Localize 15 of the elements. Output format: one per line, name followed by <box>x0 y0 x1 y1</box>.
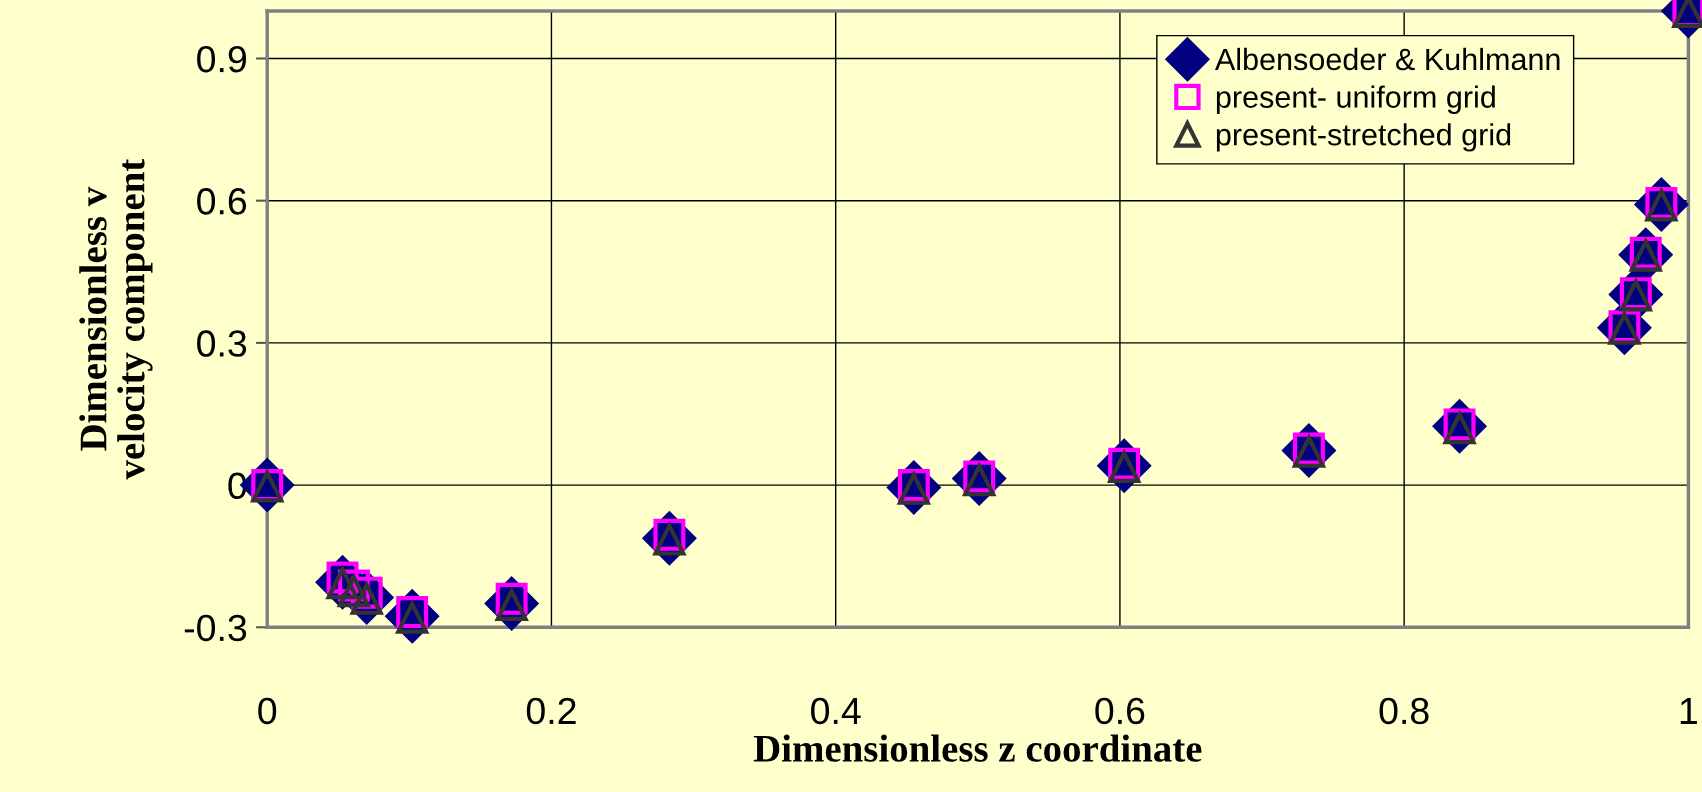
y-axis-title: Dimensionless v velocity component <box>79 158 153 480</box>
x-tick-label: 0.8 <box>1379 697 1429 725</box>
x-axis-title: Dimensionless z coordinate <box>753 734 1202 762</box>
y-tick-label: -0.3 <box>184 614 247 642</box>
x-tick-label: 0 <box>258 697 277 725</box>
x-tick-label: 0.4 <box>811 697 861 725</box>
x-tick-label: 0.2 <box>526 697 576 725</box>
x-tick-label: 1 <box>1680 698 1697 724</box>
legend-label: present- uniform grid <box>1216 85 1495 114</box>
x-tick-label: 0.6 <box>1095 697 1145 725</box>
y-tick-label: 0.3 <box>197 330 247 357</box>
legend-label: present-stretched grid <box>1216 123 1511 152</box>
legend-label: Albensoeder & Kuhlmann <box>1214 47 1560 71</box>
y-tick-label: 0.6 <box>197 188 247 215</box>
y-tick-label: 0.9 <box>197 45 246 73</box>
